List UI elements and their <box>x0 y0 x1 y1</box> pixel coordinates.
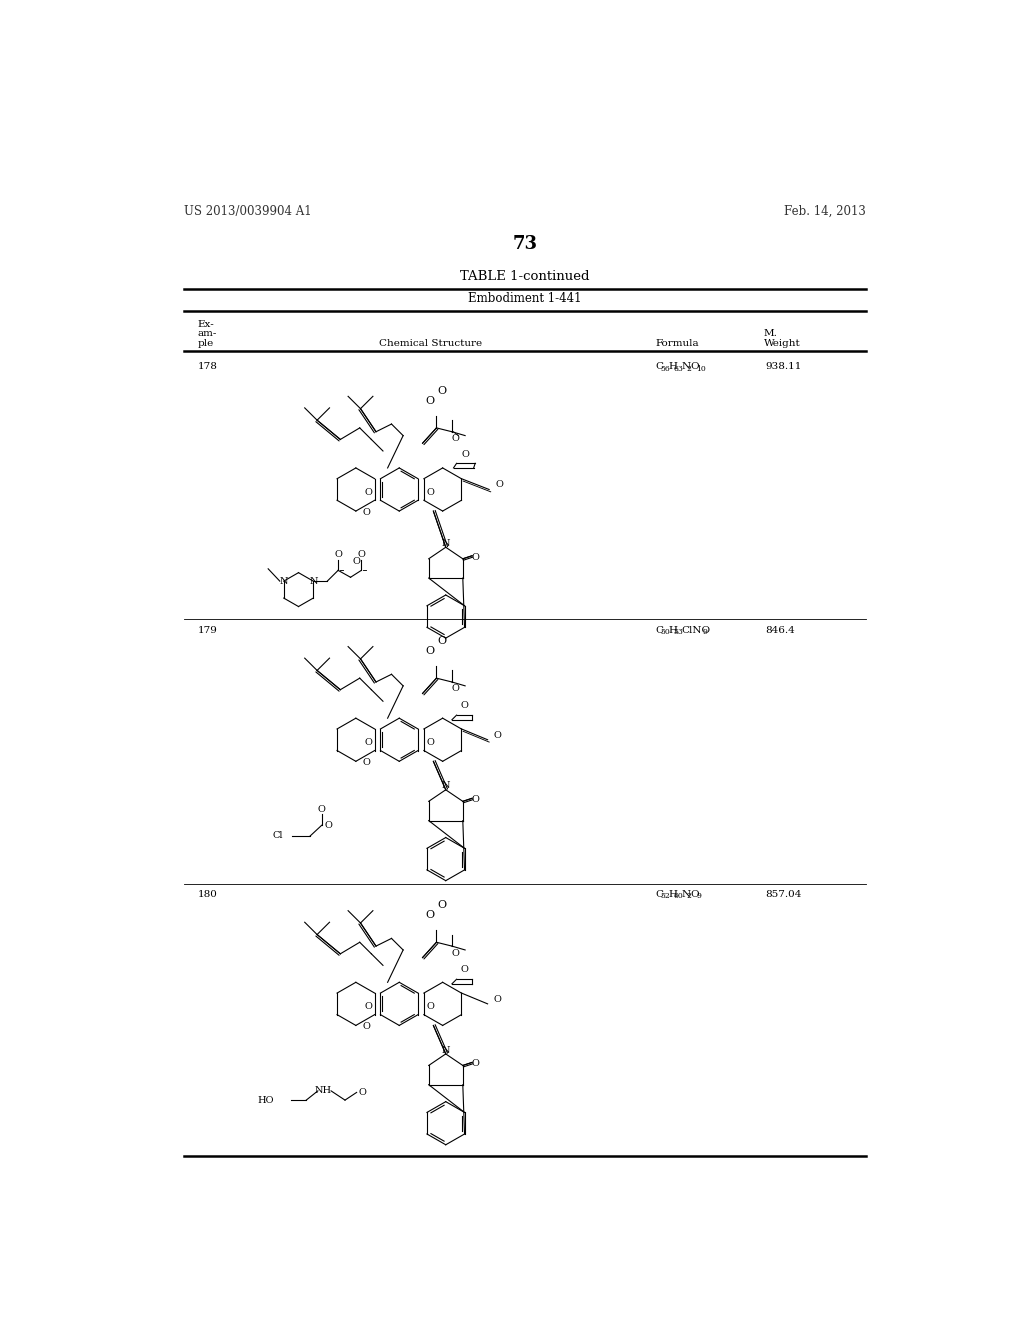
Text: 9: 9 <box>696 892 701 900</box>
Text: 178: 178 <box>198 363 218 371</box>
Text: HO: HO <box>257 1096 273 1105</box>
Text: H: H <box>669 363 677 371</box>
Text: O: O <box>496 480 503 490</box>
Text: Embodiment 1-441: Embodiment 1-441 <box>468 293 582 305</box>
Text: O: O <box>437 900 446 911</box>
Text: O: O <box>426 396 435 407</box>
Text: O: O <box>471 553 479 562</box>
Text: N: N <box>441 1045 450 1055</box>
Text: O: O <box>494 995 502 1003</box>
Text: 2: 2 <box>686 364 691 372</box>
Text: Feb. 14, 2013: Feb. 14, 2013 <box>784 205 866 218</box>
Text: H: H <box>669 890 677 899</box>
Text: O: O <box>452 434 459 444</box>
Text: O: O <box>362 1022 371 1031</box>
Text: O: O <box>426 911 435 920</box>
Text: O: O <box>426 647 435 656</box>
Text: O: O <box>471 1060 479 1068</box>
Text: O: O <box>426 1002 434 1011</box>
Text: O: O <box>365 738 372 747</box>
Text: H: H <box>669 626 677 635</box>
Text: O: O <box>494 731 502 739</box>
Text: 2: 2 <box>686 892 691 900</box>
Text: O: O <box>317 805 326 813</box>
Text: O: O <box>362 758 371 767</box>
Text: 56: 56 <box>660 364 670 372</box>
Text: 9: 9 <box>702 628 708 636</box>
Text: N: N <box>441 539 450 548</box>
Text: O: O <box>426 488 434 498</box>
Text: Ex-: Ex- <box>198 321 214 329</box>
Text: TABLE 1-continued: TABLE 1-continued <box>460 271 590 282</box>
Text: N: N <box>681 363 690 371</box>
Text: O: O <box>357 550 366 560</box>
Text: O: O <box>352 557 359 565</box>
Text: ClNO: ClNO <box>681 626 711 635</box>
Text: O: O <box>690 363 699 371</box>
Text: 53: 53 <box>674 628 683 636</box>
Text: ple: ple <box>198 339 214 347</box>
Text: NH: NH <box>314 1086 332 1096</box>
Text: 10: 10 <box>696 364 706 372</box>
Text: O: O <box>690 890 699 899</box>
Text: N: N <box>441 781 450 791</box>
Text: C: C <box>655 363 663 371</box>
Text: O: O <box>471 796 479 804</box>
Text: 846.4: 846.4 <box>765 626 795 635</box>
Text: Weight: Weight <box>764 339 800 347</box>
Text: O: O <box>461 701 468 710</box>
Text: O: O <box>365 1002 372 1011</box>
Text: O: O <box>437 636 446 647</box>
Text: O: O <box>452 685 459 693</box>
Text: O: O <box>426 738 434 747</box>
Text: M.: M. <box>764 330 777 338</box>
Text: O: O <box>324 821 332 830</box>
Text: O: O <box>362 508 371 516</box>
Text: Cl: Cl <box>272 832 283 841</box>
Text: Chemical Structure: Chemical Structure <box>379 339 482 347</box>
Text: C: C <box>655 626 663 635</box>
Text: 938.11: 938.11 <box>765 363 802 371</box>
Text: 857.04: 857.04 <box>765 890 802 899</box>
Text: N: N <box>280 577 288 586</box>
Text: 179: 179 <box>198 626 218 635</box>
Text: O: O <box>452 949 459 957</box>
Text: O: O <box>437 385 446 396</box>
Text: am-: am- <box>198 330 217 338</box>
Text: US 2013/0039904 A1: US 2013/0039904 A1 <box>183 205 311 218</box>
Text: 52: 52 <box>660 892 670 900</box>
Text: O: O <box>462 450 470 458</box>
Text: O: O <box>365 488 372 498</box>
Text: 60: 60 <box>674 892 683 900</box>
Text: O: O <box>461 965 468 974</box>
Text: 50: 50 <box>660 628 670 636</box>
Text: 73: 73 <box>512 235 538 253</box>
Text: C: C <box>655 890 663 899</box>
Text: Formula: Formula <box>655 339 698 347</box>
Text: 63: 63 <box>674 364 683 372</box>
Text: N: N <box>309 577 317 586</box>
Text: 180: 180 <box>198 890 218 899</box>
Text: N: N <box>681 890 690 899</box>
Text: O: O <box>358 1088 366 1097</box>
Text: O: O <box>334 550 342 560</box>
